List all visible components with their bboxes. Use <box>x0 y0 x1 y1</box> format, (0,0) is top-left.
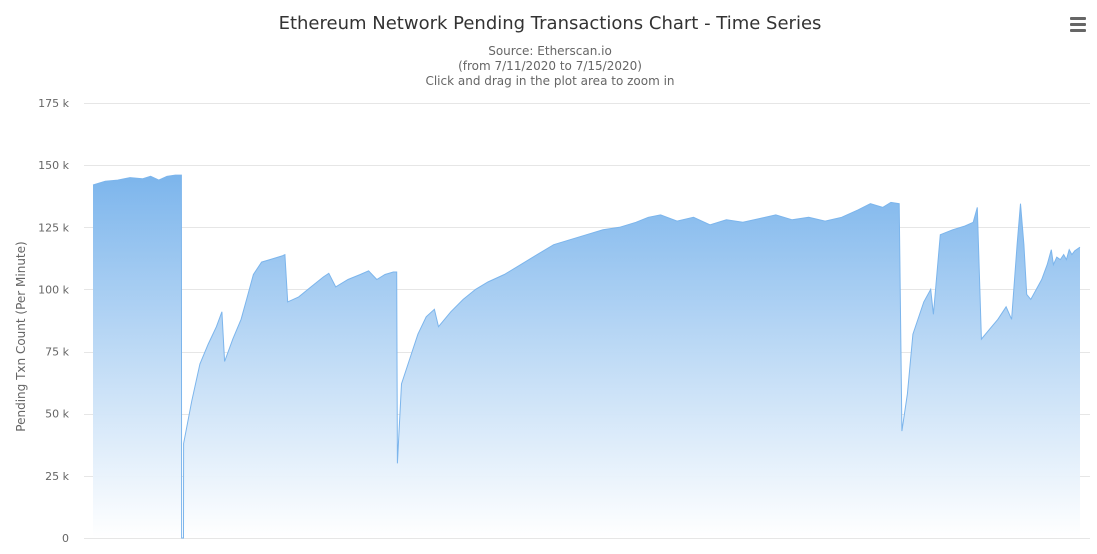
y-axis-tick-labels: 0 25 k 50 k 75 k 100 k 125 k 150 k 175 k <box>38 97 69 545</box>
y-tick-label: 100 k <box>38 283 69 296</box>
chart-subtitle-source: Source: Etherscan.io <box>488 44 612 58</box>
chart-menu-button[interactable] <box>1064 12 1092 38</box>
plot-area[interactable] <box>92 174 1081 539</box>
y-tick-label: 50 k <box>45 408 69 421</box>
series-area <box>93 175 1080 538</box>
y-tick-label: 75 k <box>45 346 69 359</box>
y-tick-label: 125 k <box>38 221 69 234</box>
chart-subtitle-zoom-hint: Click and drag in the plot area to zoom … <box>425 74 674 88</box>
y-tick-label: 0 <box>62 532 69 545</box>
y-tick-label: 175 k <box>38 97 69 110</box>
y-axis-title: Pending Txn Count (Per Minute) <box>14 241 28 431</box>
chart-title: Ethereum Network Pending Transactions Ch… <box>279 13 822 34</box>
hamburger-menu-icon <box>1070 17 1086 32</box>
y-tick-label: 150 k <box>38 159 69 172</box>
y-tick-label: 25 k <box>45 470 69 483</box>
series-line <box>92 174 1081 539</box>
chart-subtitle-date-range: (from 7/11/2020 to 7/15/2020) <box>458 59 642 73</box>
